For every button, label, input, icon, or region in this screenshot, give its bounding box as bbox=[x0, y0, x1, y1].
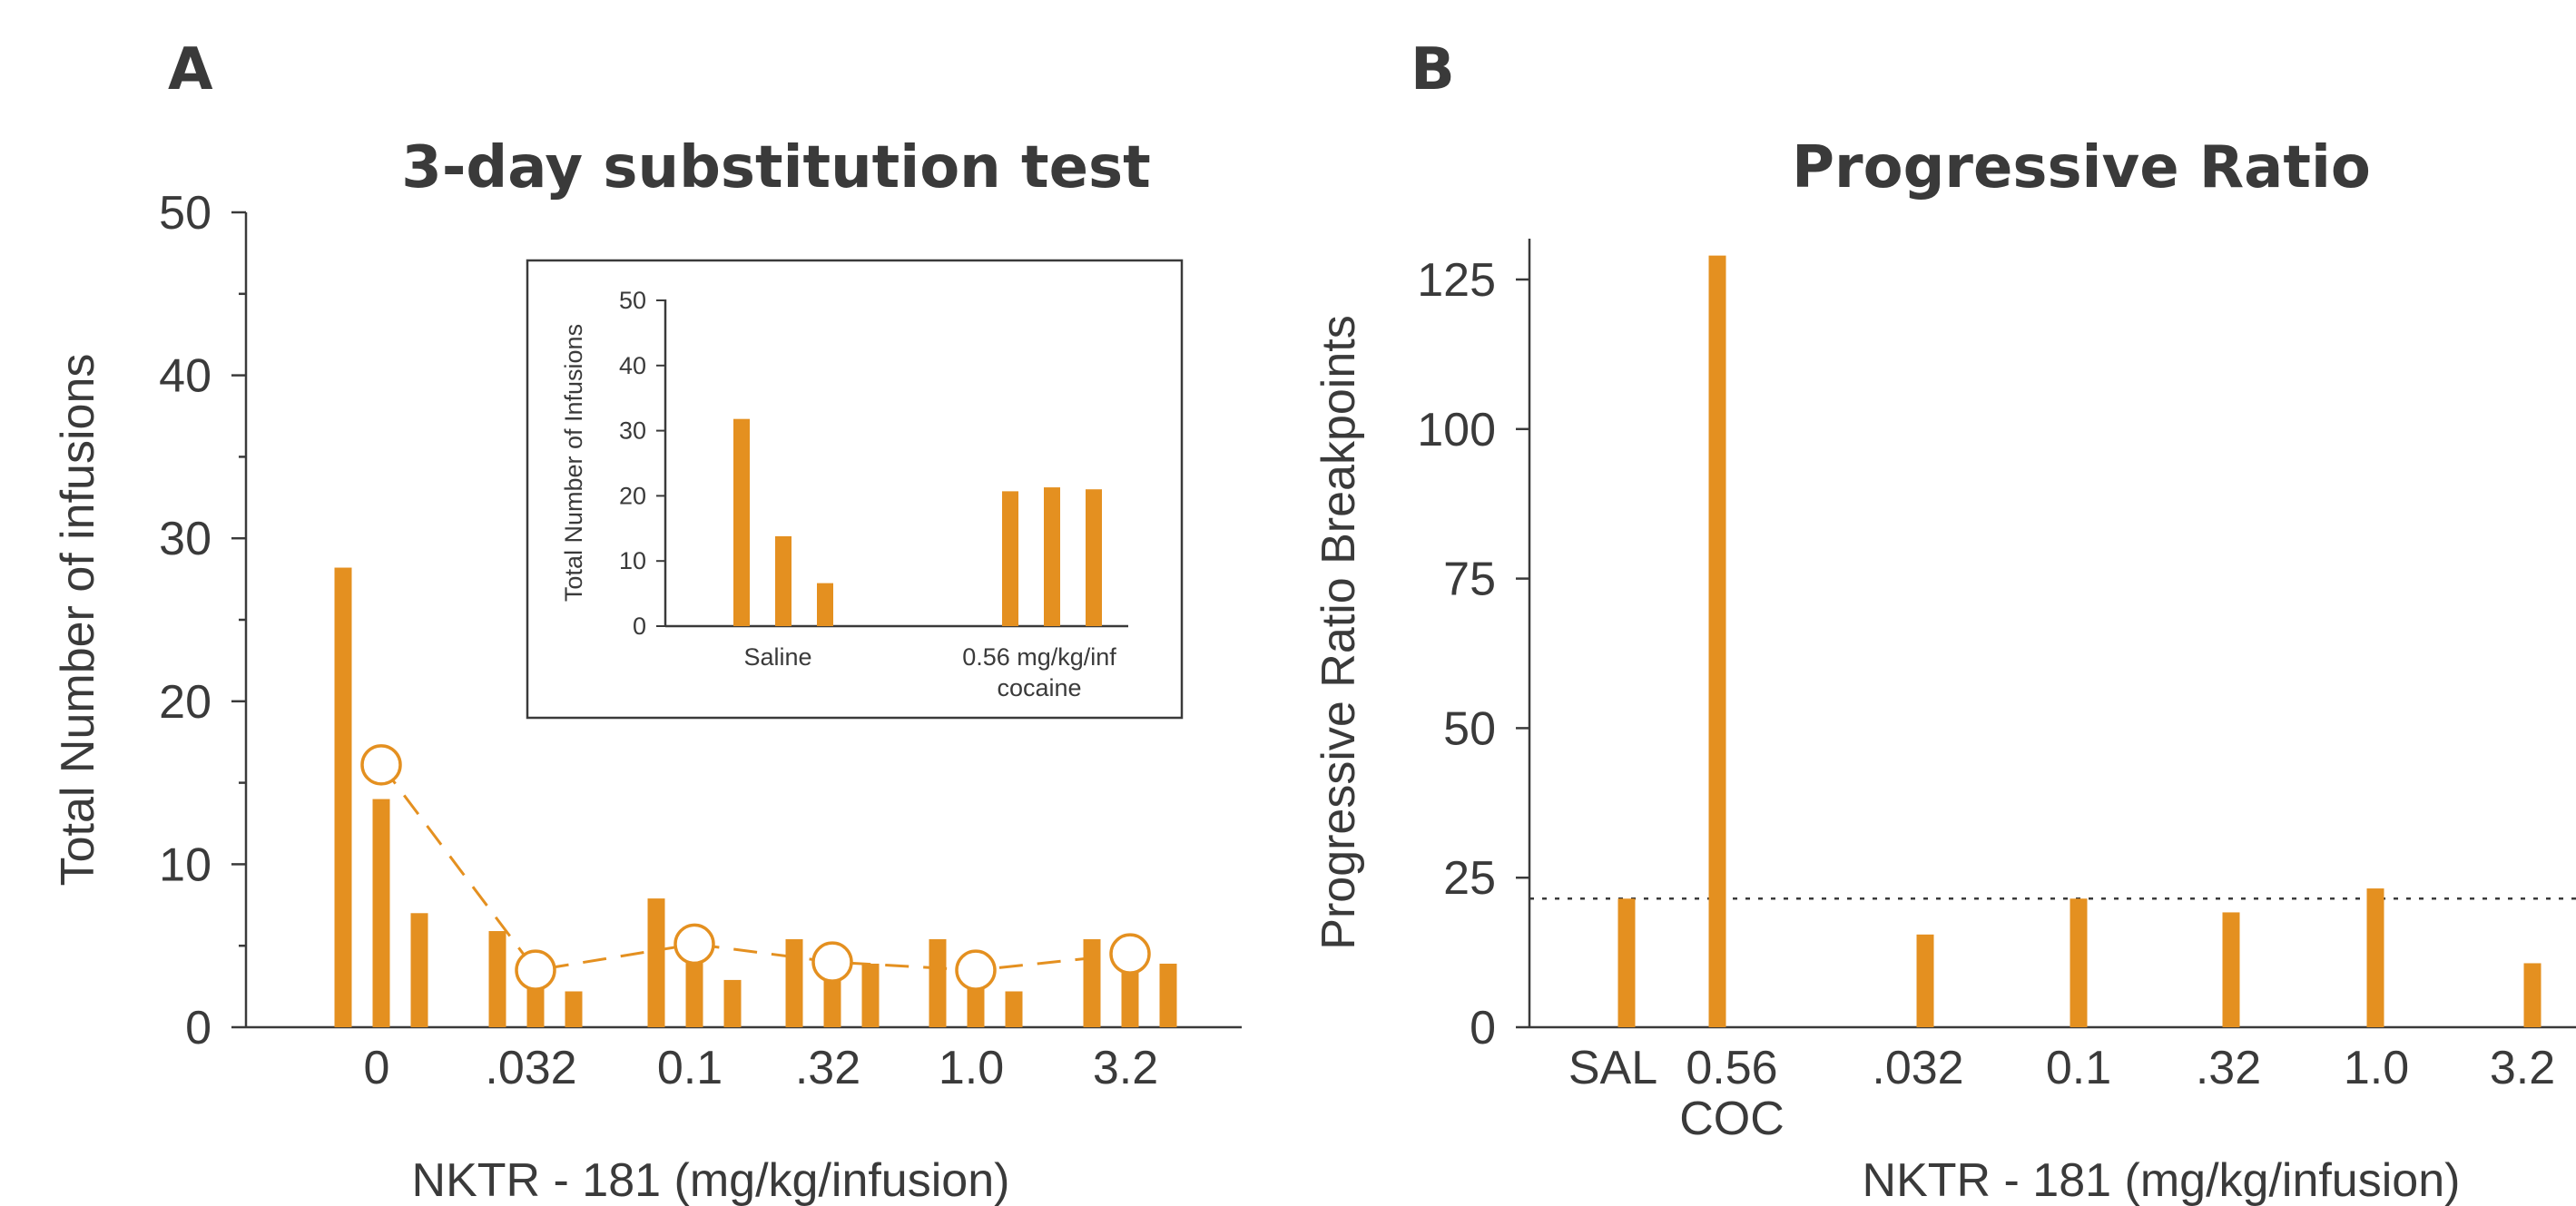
y-tick-label: 0 bbox=[185, 1002, 211, 1054]
bar bbox=[410, 913, 428, 1027]
panel-b-bars bbox=[1617, 255, 2542, 1028]
panel-b: B Progressive Ratio 0 25 50 75 100 125 SAL 0.5… bbox=[1313, 36, 2576, 1206]
y-tick-label: 100 bbox=[1417, 404, 1496, 456]
inset-x-label-line2: cocaine bbox=[997, 674, 1081, 701]
x-tick-label: .032 bbox=[1872, 1042, 1963, 1094]
inset-bar bbox=[1086, 489, 1102, 626]
inset-y-ticks: 0 10 20 30 40 50 bbox=[619, 287, 665, 640]
x-tick-label: 0 bbox=[364, 1042, 390, 1094]
y-tick-label: 20 bbox=[159, 676, 211, 729]
inset-bar bbox=[733, 418, 750, 626]
x-tick-label: 3.2 bbox=[2490, 1042, 2555, 1094]
inset-y-tick-label: 30 bbox=[619, 417, 646, 445]
bar bbox=[1159, 963, 1177, 1027]
panel-b-y-axis-title: Progressive Ratio Breakpoints bbox=[1313, 315, 1365, 949]
bar bbox=[334, 567, 352, 1027]
bar bbox=[488, 931, 506, 1027]
bar bbox=[2222, 912, 2240, 1027]
bar bbox=[861, 963, 880, 1027]
x-tick-label: .32 bbox=[795, 1042, 860, 1094]
inset-x-label: 0.56 mg/kg/inf bbox=[962, 643, 1116, 671]
bar bbox=[1617, 898, 1636, 1027]
bar bbox=[723, 979, 742, 1027]
panel-a-x-tick-labels: 0 .032 0.1 .32 1.0 3.2 bbox=[364, 1042, 1159, 1094]
mean-point bbox=[673, 923, 715, 966]
y-tick-label: 40 bbox=[159, 350, 211, 403]
y-tick-label: 25 bbox=[1443, 852, 1496, 905]
x-tick-label: .032 bbox=[485, 1042, 576, 1094]
mean-line-path bbox=[379, 763, 1131, 972]
y-tick-label: 50 bbox=[159, 187, 211, 240]
inset-bar bbox=[1002, 491, 1018, 626]
y-tick-label: 30 bbox=[159, 513, 211, 565]
inset-y-tick-label: 0 bbox=[633, 613, 646, 640]
x-tick-label: 0.1 bbox=[2046, 1042, 2111, 1094]
x-tick-label: 0.1 bbox=[657, 1042, 723, 1094]
panel-b-title: Progressive Ratio bbox=[1792, 134, 2371, 201]
inset-y-tick-label: 20 bbox=[619, 482, 646, 509]
bar bbox=[2523, 963, 2542, 1027]
inset-x-label: Saline bbox=[743, 643, 811, 671]
y-tick-label: 125 bbox=[1417, 254, 1496, 307]
panel-b-x-axis-title: NKTR - 181 (mg/kg/infusion) bbox=[1863, 1154, 2461, 1206]
bar bbox=[2366, 888, 2384, 1027]
inset-frame bbox=[526, 259, 1184, 720]
inset-bars bbox=[733, 418, 1102, 626]
y-tick-label: 50 bbox=[1443, 702, 1496, 755]
inset-bar bbox=[1044, 487, 1060, 626]
panel-a-mean-line bbox=[360, 744, 1151, 991]
mean-point bbox=[1109, 933, 1151, 975]
x-tick-label: 3.2 bbox=[1093, 1042, 1158, 1094]
mean-point bbox=[955, 949, 997, 991]
inset-y-tick-label: 50 bbox=[619, 287, 646, 314]
inset-x-labels: Saline 0.56 mg/kg/inf cocaine bbox=[743, 643, 1116, 701]
y-tick-label: 75 bbox=[1443, 554, 1496, 606]
x-tick-label: 1.0 bbox=[939, 1042, 1004, 1094]
inset-bar bbox=[775, 535, 791, 626]
mean-point bbox=[515, 949, 556, 991]
bar bbox=[685, 946, 703, 1027]
y-tick-label: 0 bbox=[1470, 1002, 1496, 1054]
x-tick-label: 1.0 bbox=[2344, 1042, 2409, 1094]
x-tick-label-line2: COC bbox=[1679, 1093, 1785, 1145]
mean-point bbox=[360, 744, 402, 786]
inset-bar bbox=[817, 583, 833, 626]
panel-a-y-ticks: 0 10 20 30 40 50 bbox=[159, 187, 246, 1054]
bar bbox=[929, 939, 947, 1027]
bar bbox=[647, 898, 665, 1027]
inset-y-tick-label: 10 bbox=[619, 547, 646, 574]
x-tick-label: .32 bbox=[2196, 1042, 2261, 1094]
bar bbox=[1708, 255, 1726, 1028]
x-tick-label: 0.56 bbox=[1686, 1042, 1777, 1094]
y-tick-label: 10 bbox=[159, 838, 211, 891]
bar bbox=[565, 991, 583, 1027]
panel-b-y-ticks: 0 25 50 75 100 125 bbox=[1417, 254, 1529, 1054]
inset-y-axis-title: Total Number of Infusions bbox=[560, 324, 587, 602]
mean-point bbox=[811, 941, 853, 983]
panel-a-x-axis-title: NKTR - 181 (mg/kg/infusion) bbox=[412, 1154, 1010, 1206]
panel-a: A 3-day substitution test 0 10 20 30 40 50 0.… bbox=[52, 36, 1242, 1206]
panel-a-title: 3-day substitution test bbox=[401, 134, 1150, 201]
bar bbox=[372, 799, 390, 1027]
x-tick-label: SAL bbox=[1568, 1042, 1657, 1094]
bar bbox=[2070, 898, 2088, 1027]
bar bbox=[785, 939, 803, 1027]
panel-letter-b: B bbox=[1411, 36, 1455, 103]
bar bbox=[1916, 934, 1934, 1027]
inset-y-tick-label: 40 bbox=[619, 352, 646, 379]
bar bbox=[1005, 991, 1023, 1027]
panel-letter-a: A bbox=[168, 36, 213, 103]
panel-a-bars bbox=[334, 567, 1177, 1027]
bar bbox=[1083, 939, 1101, 1027]
panel-a-y-axis-title: Total Number of infusions bbox=[52, 354, 104, 887]
